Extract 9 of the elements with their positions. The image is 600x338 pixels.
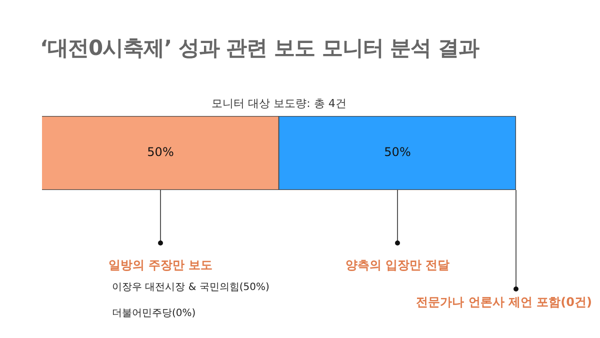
chart-title: ‘대전0시축제’ 성과 관련 보도 모니터 분석 결과: [40, 35, 479, 62]
text: 전문가나 언론사 제언 포함(0건): [416, 294, 592, 311]
text: 양측의 입장만 전달: [345, 258, 450, 272]
text: 일방의 주장만 보도: [108, 258, 213, 272]
text: 이장우 대전시장 & 국민의힘(50%): [112, 281, 270, 294]
data-label: 50%: [147, 145, 174, 160]
chart-subtitle: 모니터 대상 보도량: 총 4건: [212, 96, 346, 111]
text: 더불어민주당(0%): [112, 307, 196, 320]
data-label: 50%: [384, 145, 411, 160]
